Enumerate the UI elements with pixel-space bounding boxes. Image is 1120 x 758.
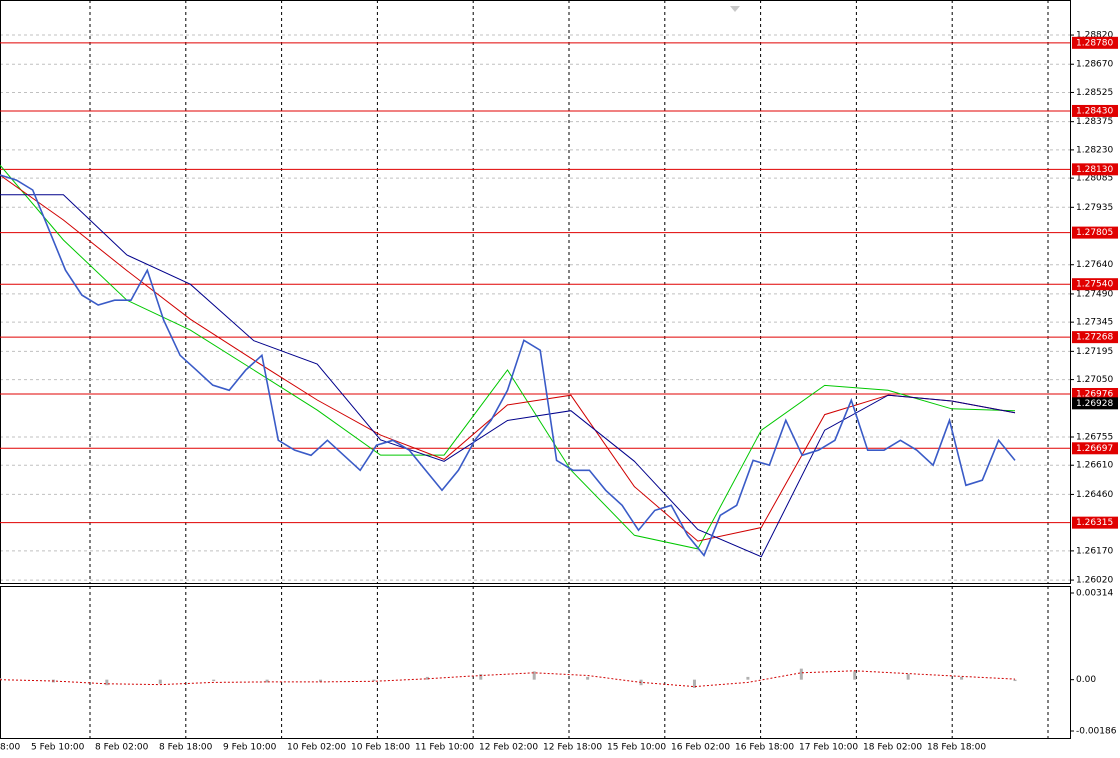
- current-price-box: [1072, 397, 1118, 410]
- level-label: 1.26976: [1076, 389, 1113, 399]
- scroll-marker: [730, 6, 740, 12]
- x-tick-label: 12 Feb 18:00: [543, 743, 602, 753]
- level-label: 1.27540: [1076, 280, 1113, 290]
- level-label-box: [1072, 226, 1118, 239]
- level-label-box: [1072, 442, 1118, 455]
- y2-tick-label: -0.00186: [1076, 727, 1117, 737]
- moving-average: [0, 164, 1016, 550]
- level-label: 1.26697: [1076, 444, 1113, 454]
- level-label-box: [1072, 104, 1118, 117]
- x-tick-label: 10 Feb 02:00: [287, 743, 346, 753]
- x-tick-label: 11 Feb 10:00: [415, 743, 474, 753]
- y-tick-label: 1.26755: [1076, 433, 1113, 443]
- level-label-box: [1072, 331, 1118, 344]
- moving-average: [0, 194, 1016, 558]
- y-tick-label: 1.26170: [1076, 546, 1113, 556]
- y-tick-label: 1.28230: [1076, 145, 1113, 155]
- y-tick-label: 1.27195: [1076, 347, 1113, 357]
- x-tick-label: 16 Feb 02:00: [671, 743, 730, 753]
- x-tick-label: 8:00: [0, 743, 20, 753]
- y-tick-label: 1.27640: [1076, 260, 1113, 270]
- y-tick-label: 1.28820: [1076, 31, 1113, 41]
- main-frame: [0, 0, 1071, 584]
- x-tick-label: 17 Feb 10:00: [799, 743, 858, 753]
- x-tick-label: 8 Feb 02:00: [95, 743, 149, 753]
- level-label: 1.28780: [1076, 38, 1113, 48]
- moving-average: [0, 174, 1016, 542]
- y-tick-label: 1.28670: [1076, 60, 1113, 70]
- x-tick-label: 9 Feb 10:00: [223, 743, 277, 753]
- level-label: 1.28130: [1076, 165, 1113, 175]
- y-tick-label: 1.27490: [1076, 289, 1113, 299]
- y-tick-label: 1.26610: [1076, 461, 1113, 471]
- y-tick-label: 1.28375: [1076, 117, 1113, 127]
- x-tick-label: 16 Feb 18:00: [735, 743, 794, 753]
- oscillator-frame: [0, 586, 1071, 739]
- x-tick-label: 5 Feb 10:00: [31, 743, 85, 753]
- level-label-box: [1072, 516, 1118, 529]
- y2-tick-label: 0.00: [1076, 675, 1096, 685]
- y-tick-label: 1.28525: [1076, 88, 1113, 98]
- signal-line: [0, 670, 1016, 688]
- price-line: [0, 174, 1016, 557]
- y2-tick-label: 0.00314: [1076, 589, 1113, 599]
- y-tick-label: 1.26460: [1076, 490, 1113, 500]
- y-tick-label: 1.28085: [1076, 174, 1113, 184]
- x-tick-label: 15 Feb 10:00: [607, 743, 666, 753]
- level-label: 1.27268: [1076, 333, 1113, 343]
- level-label-box: [1072, 36, 1118, 49]
- y-tick-label: 1.26020: [1076, 576, 1113, 586]
- level-label: 1.27805: [1076, 228, 1113, 238]
- level-label-box: [1072, 278, 1118, 291]
- x-tick-label: 18 Feb 02:00: [863, 743, 922, 753]
- level-label-box: [1072, 387, 1118, 400]
- current-price-label: 1.26928: [1076, 399, 1113, 409]
- x-tick-label: 18 Feb 18:00: [927, 743, 986, 753]
- y-tick-label: 1.27935: [1076, 203, 1113, 213]
- level-label: 1.28430: [1076, 106, 1113, 116]
- x-tick-label: 10 Feb 18:00: [351, 743, 410, 753]
- x-tick-label: 12 Feb 02:00: [479, 743, 538, 753]
- y-tick-label: 1.27050: [1076, 375, 1113, 385]
- x-tick-label: 8 Feb 18:00: [159, 743, 213, 753]
- y-tick-label: 1.27345: [1076, 318, 1113, 328]
- level-label-box: [1072, 163, 1118, 176]
- level-label: 1.26315: [1076, 518, 1113, 528]
